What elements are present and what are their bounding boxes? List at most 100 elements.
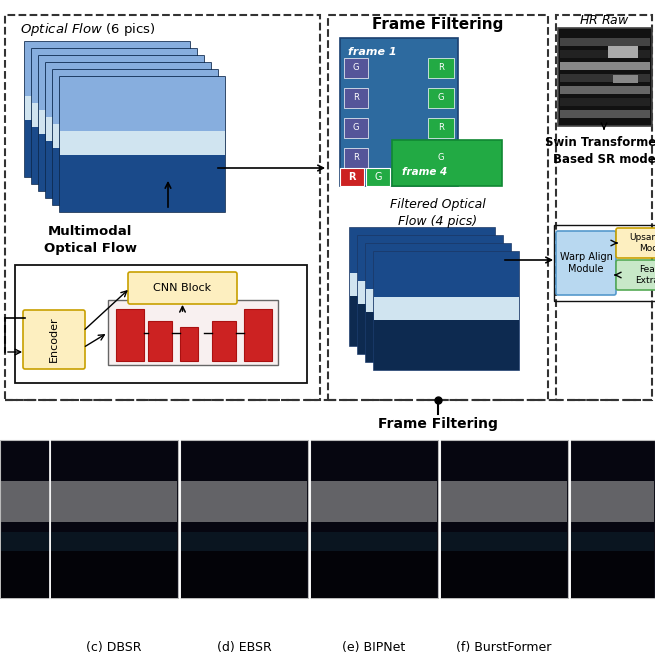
Bar	[46, 117, 211, 141]
FancyBboxPatch shape	[616, 228, 655, 258]
Bar	[311, 551, 437, 598]
Bar	[613, 75, 638, 83]
Bar	[554, 225, 655, 301]
Bar	[560, 74, 650, 82]
Bar	[366, 289, 511, 312]
Bar	[392, 140, 502, 186]
Bar	[53, 70, 218, 205]
Bar	[60, 131, 225, 155]
Bar	[358, 236, 503, 281]
Bar	[350, 228, 495, 346]
Text: Frame Filtering: Frame Filtering	[378, 417, 498, 431]
Bar	[181, 481, 307, 522]
Bar	[374, 252, 519, 297]
Bar	[441, 532, 567, 553]
Text: Warp Align
Module: Warp Align Module	[559, 252, 612, 274]
Bar	[381, 578, 413, 594]
Bar	[1, 532, 49, 553]
FancyBboxPatch shape	[128, 272, 237, 304]
Bar	[0, 440, 50, 598]
Bar	[1, 551, 49, 598]
Bar	[374, 252, 519, 370]
Bar	[617, 578, 638, 594]
Bar	[39, 130, 204, 191]
Bar	[556, 15, 652, 400]
Bar	[39, 56, 204, 191]
Bar	[250, 578, 282, 594]
Bar	[366, 244, 511, 289]
Bar	[1, 561, 49, 596]
Bar	[311, 481, 437, 522]
Text: (d) EBSR: (d) EBSR	[217, 641, 271, 654]
Text: G: G	[374, 172, 382, 182]
Bar	[560, 62, 650, 70]
Bar	[558, 28, 652, 126]
Bar	[608, 46, 638, 58]
Bar	[374, 297, 519, 320]
Text: $\it{Optical\ Flow}$ (6 pics): $\it{Optical\ Flow}$ (6 pics)	[20, 22, 156, 39]
FancyBboxPatch shape	[616, 260, 655, 290]
Bar	[441, 481, 567, 522]
Bar	[25, 116, 190, 177]
Text: Frame Filtering: Frame Filtering	[372, 16, 504, 31]
Text: R: R	[353, 153, 359, 162]
Bar	[571, 551, 654, 598]
Bar	[60, 151, 225, 212]
Text: R: R	[438, 64, 444, 73]
Bar	[32, 123, 197, 184]
Bar	[121, 578, 153, 594]
FancyBboxPatch shape	[23, 310, 85, 369]
Bar	[244, 309, 272, 361]
Bar	[560, 86, 650, 94]
Bar	[560, 50, 650, 58]
Bar	[39, 110, 204, 134]
Text: G: G	[438, 94, 444, 102]
Bar	[428, 58, 454, 78]
Bar	[15, 265, 307, 383]
Text: G: G	[438, 153, 444, 162]
Bar	[53, 144, 218, 205]
Bar	[60, 77, 225, 212]
Bar	[510, 578, 542, 594]
Bar	[571, 481, 654, 522]
Text: (f) BurstFormer: (f) BurstFormer	[457, 641, 552, 654]
Text: G: G	[353, 124, 359, 132]
Bar	[181, 551, 307, 598]
Bar	[560, 38, 650, 46]
Bar	[441, 551, 567, 598]
Bar	[15, 575, 30, 594]
Text: Multimodal
Optical Flow: Multimodal Optical Flow	[43, 225, 136, 255]
Bar	[51, 481, 177, 522]
Bar	[32, 49, 197, 103]
Text: $\it{HR\ Raw}$: $\it{HR\ Raw}$	[578, 14, 629, 26]
Bar	[310, 440, 438, 598]
Bar	[571, 532, 654, 553]
Bar	[180, 440, 308, 598]
Text: (e) BIPNet: (e) BIPNet	[343, 641, 405, 654]
Text: CNN Block: CNN Block	[153, 283, 212, 293]
Bar	[366, 168, 390, 186]
FancyBboxPatch shape	[556, 231, 616, 295]
Bar	[595, 575, 621, 594]
Bar	[311, 532, 437, 553]
Bar	[116, 309, 144, 361]
Bar	[311, 561, 437, 596]
Bar	[350, 273, 495, 297]
Bar	[25, 96, 190, 121]
Bar	[180, 327, 198, 361]
Bar	[5, 15, 320, 400]
Bar	[560, 98, 650, 106]
Bar	[32, 103, 197, 127]
Bar	[181, 532, 307, 553]
Bar	[441, 561, 567, 596]
Text: G: G	[353, 64, 359, 73]
Bar	[148, 321, 172, 361]
Bar	[50, 440, 178, 598]
Bar	[1, 481, 49, 522]
Bar	[108, 300, 278, 365]
Bar	[428, 88, 454, 108]
Text: R: R	[438, 124, 444, 132]
Bar	[366, 312, 511, 362]
Bar	[51, 561, 177, 596]
Bar	[571, 561, 654, 596]
